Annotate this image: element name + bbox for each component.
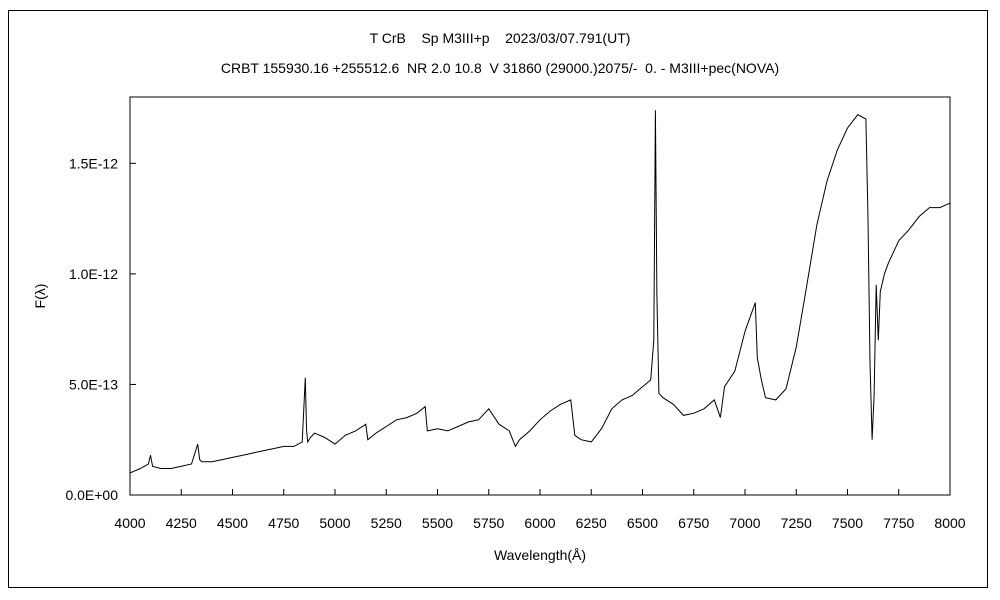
x-tick-label: 5000 [319,515,350,531]
x-tick-label: 6000 [524,515,555,531]
y-axis: 0.0E+00 5.0E-13 1.0E-12 1.5E-12 [65,155,136,503]
x-tick-label: 4250 [166,515,197,531]
x-tick-label: 5250 [371,515,402,531]
y-tick-label: 5.0E-13 [69,376,118,392]
x-tick-label: 6750 [678,515,709,531]
x-tick-label: 4750 [268,515,299,531]
x-tick-label: 5750 [473,515,504,531]
spectrum-line [129,110,951,474]
y-tick-label: 1.0E-12 [69,266,118,282]
y-tick-label: 0.0E+00 [65,487,118,503]
y-axis-label: F(λ) [32,284,48,309]
x-axis-label: Wavelength(Å) [494,547,586,563]
x-tick-label: 8000 [934,515,965,531]
x-tick-label: 4000 [114,515,145,531]
x-axis: 4000 4250 4500 4750 5000 5250 5500 5750 6000 6250… [114,489,966,531]
x-tick-label: 6500 [627,515,658,531]
x-tick-label: 7750 [883,515,914,531]
x-tick-label: 6250 [576,515,607,531]
y-tick-label: 1.5E-12 [69,155,118,171]
x-tick-label: 7500 [832,515,863,531]
chart-title: T CrB Sp M3III+p 2023/03/07.791(UT) [370,30,631,46]
chart-subtitle: CRBT 155930.16 +255512.6 NR 2.0 10.8 V 3… [221,60,779,76]
chart-frame [8,10,988,588]
x-tick-label: 5500 [422,515,453,531]
x-tick-label: 7000 [729,515,760,531]
x-tick-label: 7250 [781,515,812,531]
x-tick-label: 4500 [217,515,248,531]
plot-area [129,96,951,496]
